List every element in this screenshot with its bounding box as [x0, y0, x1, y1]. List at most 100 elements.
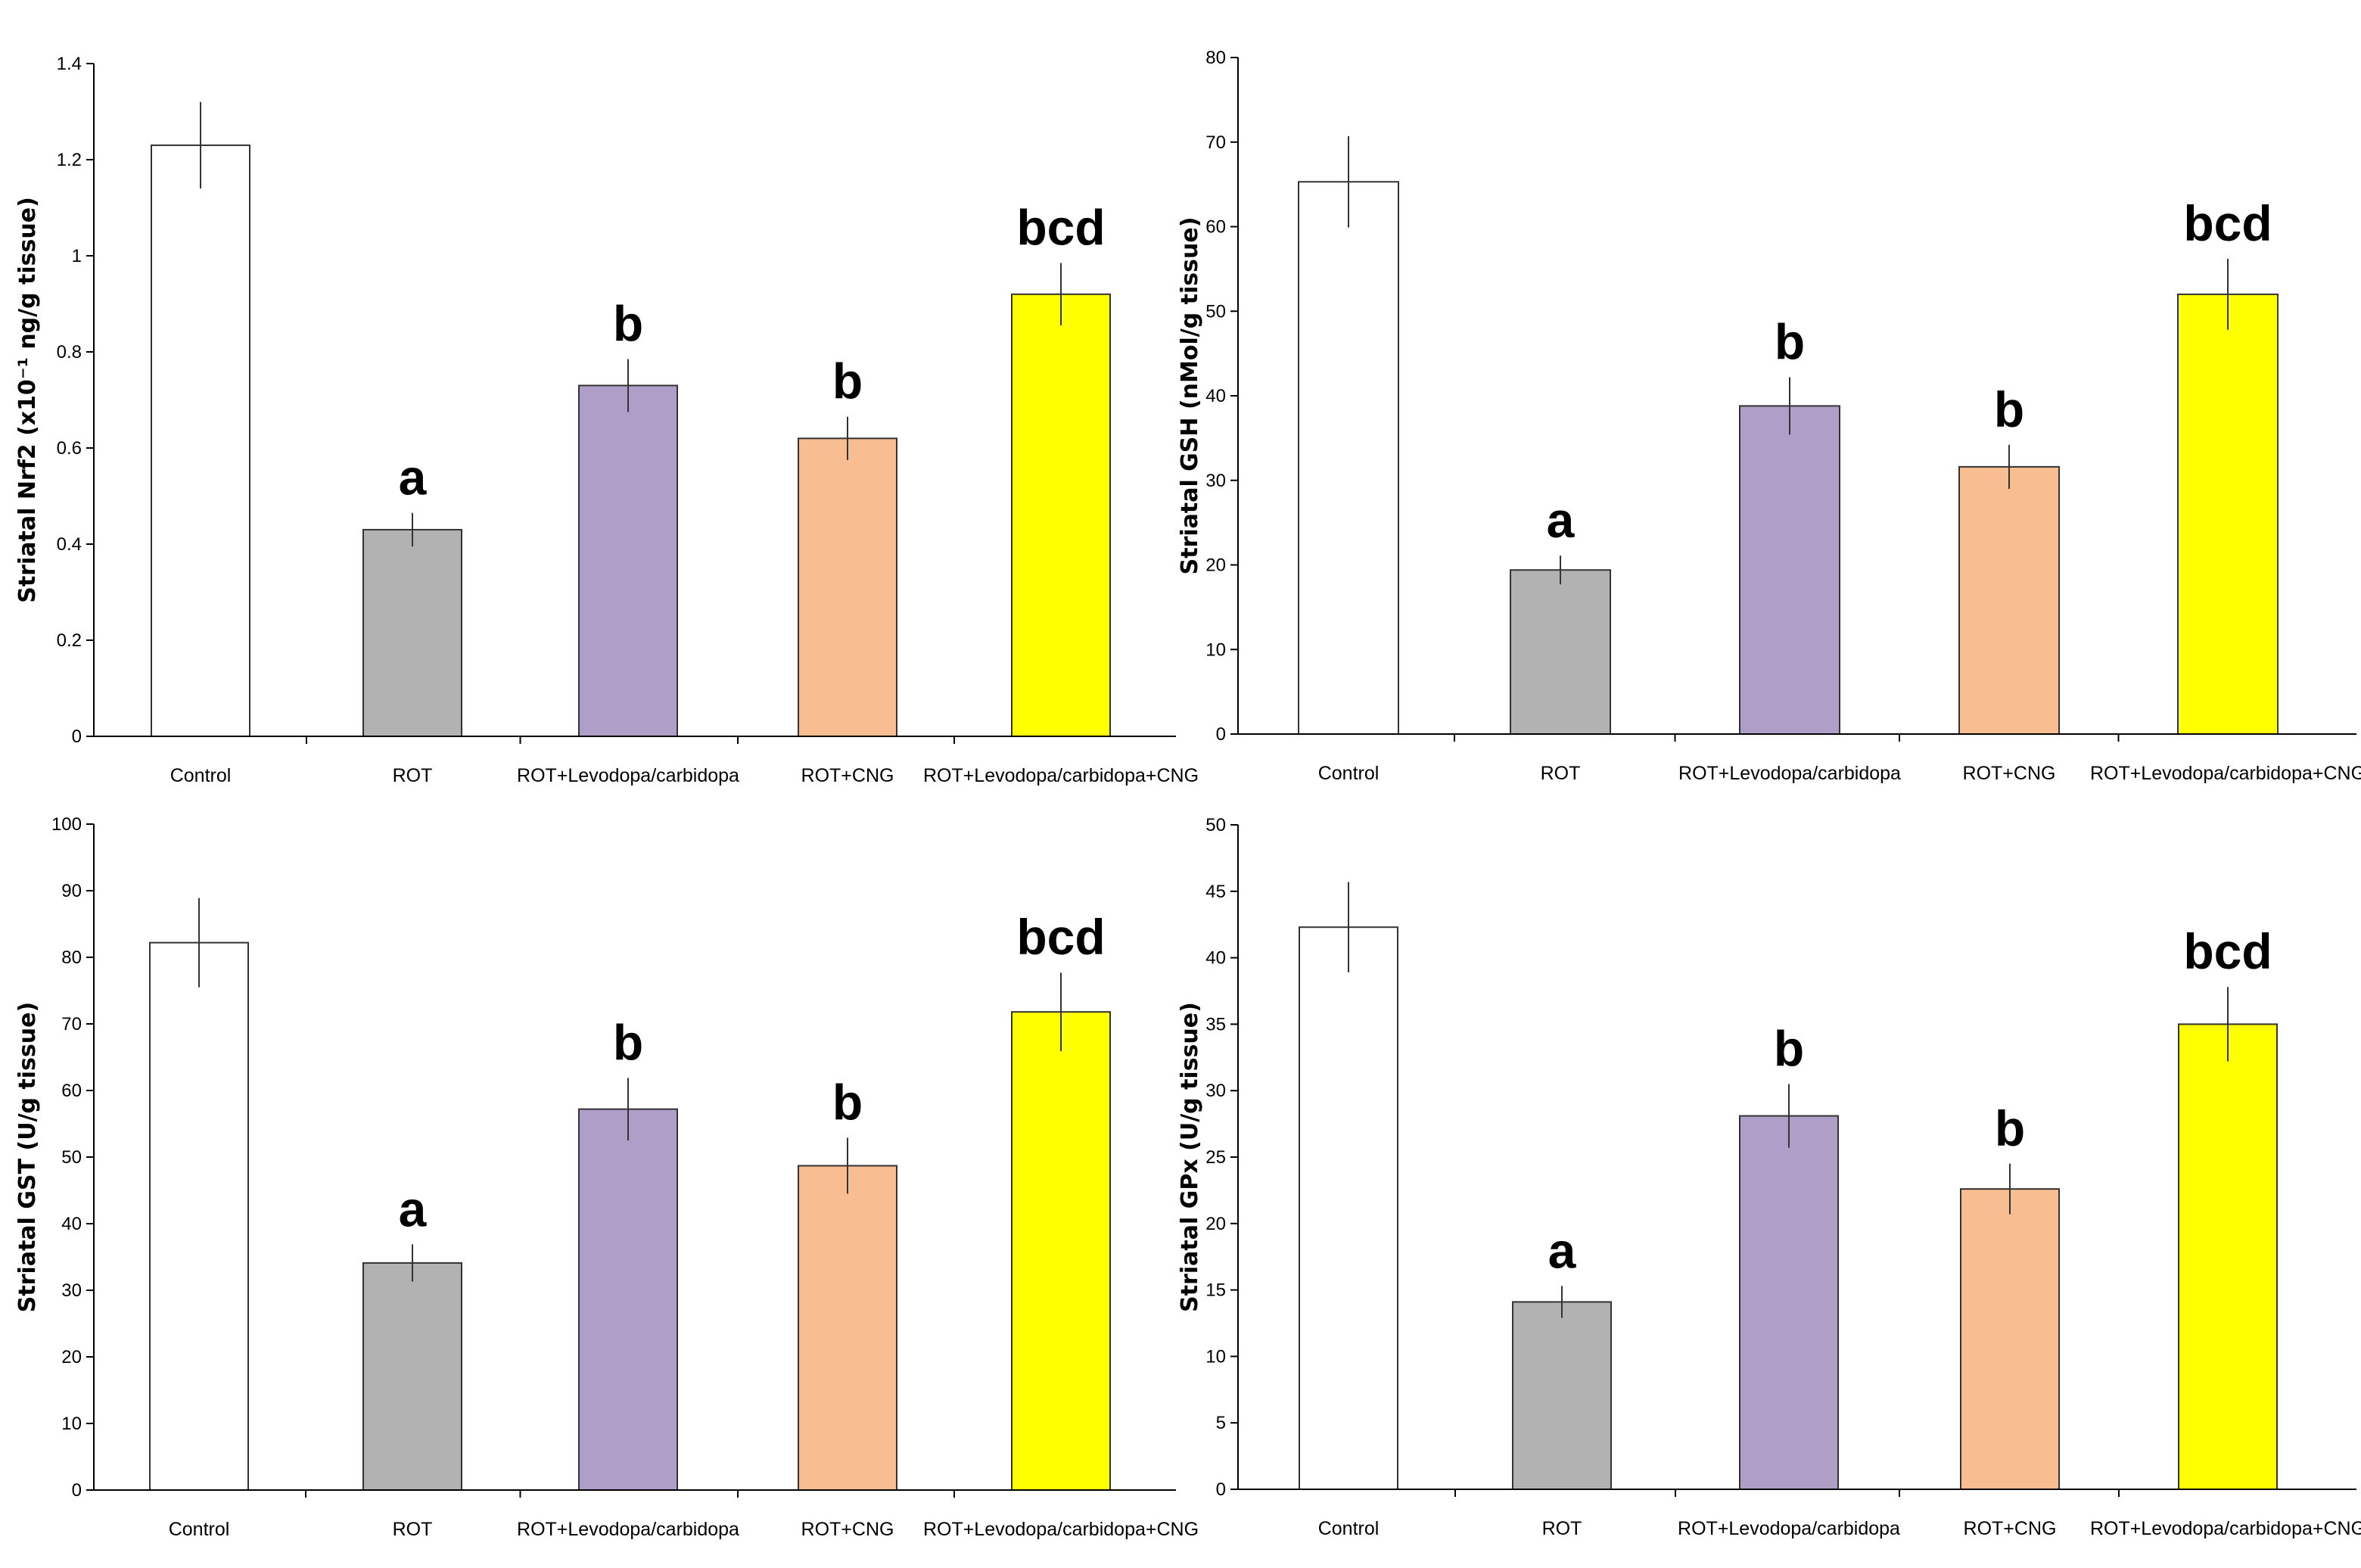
y-tick-label: 20: [1205, 555, 1226, 576]
x-tick-label: ROT+Levodopa/carbidopa: [1678, 763, 1901, 784]
bar-gsh-3: [1958, 465, 2060, 735]
x-tick-label: ROT+Levodopa/carbidopa: [517, 765, 739, 786]
x-tick-label: Control: [170, 765, 232, 786]
y-tick-label: 0.8: [57, 342, 82, 362]
y-tick-label: 40: [1205, 386, 1226, 406]
chart-svg-gst: a b b bcd 0 10 20 30 40 50 60 70 80 90 100 Control ROT RO…: [14, 814, 1199, 1540]
significance-label: b: [1774, 1020, 1804, 1076]
y-tick-label: 45: [1205, 882, 1226, 902]
y-tick-label: 10: [61, 1414, 82, 1434]
significance-label: a: [399, 450, 428, 506]
x-tick-label: Control: [1318, 763, 1380, 784]
significance-label: b: [613, 296, 643, 352]
x-tick-label: ROT+CNG: [1963, 763, 2056, 784]
chart-svg-gsh: a b b bcd 0 10 20 30 40 50 60 70 80 Control ROT ROT+Lev…: [1177, 48, 2361, 784]
y-tick-label: 80: [61, 947, 82, 968]
y-tick-label: 10: [1205, 1346, 1226, 1367]
y-tick-label: 50: [1205, 815, 1226, 835]
x-tick-label: ROT+Levodopa/carbidopa+CNG: [923, 1519, 1199, 1540]
x-tick-label: ROT+Levodopa/carbidopa+CNG: [923, 765, 1199, 786]
bar-gsh-0: [1298, 181, 1399, 735]
bar-gsh-1: [1510, 569, 1611, 736]
y-tick-label: 60: [61, 1081, 82, 1101]
significance-label: a: [1548, 1222, 1577, 1278]
bar-nrf2-4: [1011, 293, 1111, 737]
x-tick-label: ROT+CNG: [801, 765, 894, 786]
significance-label: bcd: [2183, 195, 2272, 251]
y-tick-label: 30: [61, 1280, 82, 1301]
bar-nrf2-2: [578, 384, 678, 737]
y-tick-label: 35: [1205, 1014, 1226, 1034]
y-tick-label: 1.4: [57, 54, 82, 74]
bar-gst-3: [798, 1165, 897, 1491]
x-tick-label: ROT+Levodopa/carbidopa: [1678, 1518, 1900, 1539]
significance-label: b: [1994, 381, 2024, 437]
y-tick-label: 30: [1205, 1081, 1226, 1101]
bar-gpx-0: [1299, 926, 1398, 1491]
chart-panel-gst: a b b bcd 0 10 20 30 40 50 60 70 80 90 100 Control ROT RO…: [0, 784, 1199, 1568]
significance-label: b: [832, 1074, 863, 1130]
y-tick-label: 10: [1205, 639, 1226, 660]
y-tick-label: 90: [61, 881, 82, 901]
x-tick-label: Control: [1318, 1518, 1380, 1539]
y-axis-label: Striatal GST (U/g tissue): [14, 1002, 41, 1312]
significance-label: bcd: [1016, 909, 1105, 965]
y-tick-label: 15: [1205, 1280, 1226, 1301]
y-tick-label: 0.6: [57, 438, 82, 459]
y-tick-label: 30: [1205, 471, 1226, 491]
y-tick-label: 0.2: [57, 630, 82, 651]
x-tick-label: Control: [169, 1519, 230, 1540]
y-tick-label: 60: [1205, 217, 1226, 238]
bar-nrf2-1: [362, 528, 462, 737]
y-tick-label: 0: [72, 726, 82, 747]
y-tick-label: 80: [1205, 48, 1226, 68]
chart-panel-gsh: a b b bcd 0 10 20 30 40 50 60 70 80 Control ROT ROT+Lev…: [1177, 0, 2361, 784]
bar-gst-0: [149, 941, 249, 1491]
y-axis-label: Striatal Nrf2 (x10⁻¹ ng/g tissue): [14, 197, 41, 603]
chart-svg-nrf2: a b b bcd 0 0.2 0.4 0.6 0.8 1 1.2 1.4 Control ROT ROT+…: [14, 54, 1199, 786]
bar-nrf2-3: [798, 437, 897, 737]
x-tick-label: ROT+Levodopa/carbidopa+CNG: [2090, 763, 2361, 784]
y-tick-label: 40: [1205, 948, 1226, 969]
x-tick-label: ROT: [1541, 763, 1581, 784]
y-tick-label: 25: [1205, 1147, 1226, 1168]
x-tick-label: ROT: [1542, 1518, 1582, 1539]
significance-label: bcd: [1016, 200, 1105, 256]
y-axis-label: Striatal GPx (U/g tissue): [1177, 1002, 1203, 1312]
chart-panel-nrf2: a b b bcd 0 0.2 0.4 0.6 0.8 1 1.2 1.4 Control ROT ROT+…: [0, 0, 1199, 786]
bar-gpx-1: [1512, 1301, 1612, 1490]
bar-gpx-3: [1960, 1188, 2060, 1490]
significance-label: b: [832, 353, 863, 409]
bar-gst-4: [1011, 1011, 1111, 1492]
bar-gst-2: [578, 1108, 678, 1491]
significance-label: b: [1995, 1100, 2025, 1156]
bar-gst-1: [362, 1262, 462, 1491]
bar-gsh-4: [2177, 293, 2279, 735]
x-tick-label: ROT+CNG: [801, 1519, 894, 1540]
bar-gsh-2: [1739, 405, 1840, 735]
bar-nrf2-0: [151, 144, 250, 737]
significance-label: a: [1547, 492, 1576, 548]
y-tick-label: 0: [72, 1480, 82, 1501]
y-axis-label: Striatal GSH (nMol/g tissue): [1177, 217, 1203, 575]
y-tick-label: 100: [51, 814, 82, 835]
x-tick-label: ROT+CNG: [1964, 1518, 2057, 1539]
y-tick-label: 0: [1216, 724, 1226, 745]
y-tick-label: 20: [1205, 1214, 1226, 1234]
bar-gpx-4: [2178, 1023, 2278, 1490]
x-tick-label: ROT: [393, 1519, 433, 1540]
significance-label: a: [399, 1181, 428, 1237]
y-tick-label: 1: [72, 246, 82, 266]
x-tick-label: ROT+Levodopa/carbidopa+CNG: [2090, 1518, 2361, 1539]
y-tick-label: 0: [1216, 1479, 1226, 1500]
significance-label: b: [613, 1014, 643, 1070]
y-tick-label: 40: [61, 1214, 82, 1234]
significance-label: b: [1775, 313, 1805, 369]
y-tick-label: 1.2: [57, 150, 82, 170]
y-tick-label: 70: [61, 1014, 82, 1034]
y-tick-label: 0.4: [57, 534, 82, 555]
significance-label: bcd: [2183, 923, 2272, 979]
y-tick-label: 70: [1205, 132, 1226, 153]
y-tick-label: 50: [61, 1147, 82, 1168]
